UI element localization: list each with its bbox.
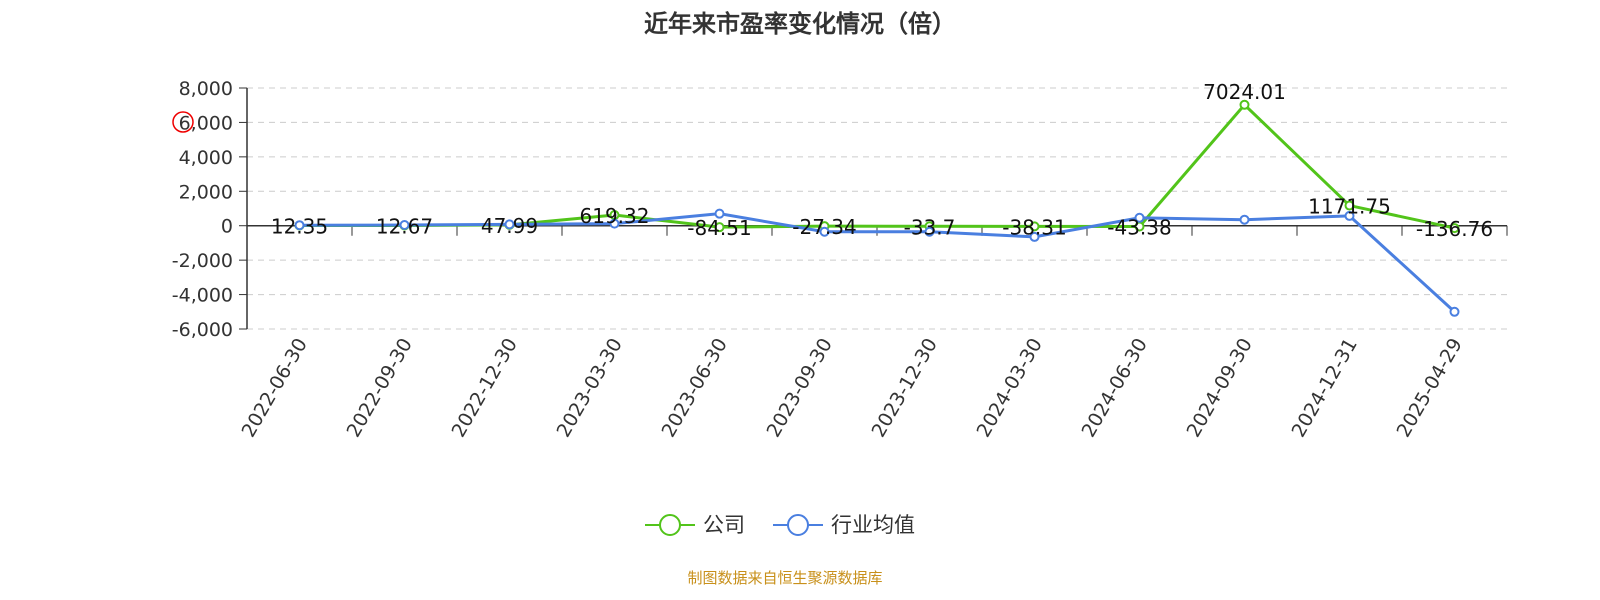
data-label: -33.7 [904,215,956,239]
y-tick-label: 2,000 [179,181,233,203]
stamp-icon [172,111,194,133]
x-tick-label: 2022-06-30 [238,335,312,442]
x-tick-label: 2023-09-30 [763,335,837,442]
source-note: 制图数据来自恒生聚源数据库 [687,569,882,587]
data-label: -84.51 [687,216,751,240]
data-point [1239,214,1250,225]
chart-title: 近年来市盈率变化情况（倍） [644,10,956,38]
y-tick-label: 6,000 [179,112,233,134]
data-label: -27.34 [792,215,856,239]
y-tick-label: -4,000 [172,285,233,307]
data-point [1029,231,1040,242]
data-point [609,218,620,229]
data-point [1449,306,1460,317]
data-label: 12.35 [271,215,328,239]
x-tick-label: 2024-03-30 [973,335,1047,442]
data-point [399,220,410,231]
data-point [1134,212,1145,223]
data-point [504,219,515,230]
data-point [924,226,935,237]
data-label: -43.38 [1107,215,1171,239]
data-point [294,220,305,231]
x-tick-label: 2024-06-30 [1078,335,1152,442]
y-tick-label: -2,000 [172,250,233,272]
x-tick-label: 2023-03-30 [553,335,627,442]
legend-item-industry[interactable]: 行业均值 [773,513,915,537]
data-label: -38.31 [1002,215,1066,239]
legend: 公司 行业均值 [645,513,915,537]
y-tick-label: 8,000 [179,78,233,100]
y-tick-label: 0 [221,216,233,238]
data-label: 12.67 [376,214,433,238]
data-point [1344,200,1355,211]
data-label: 7024.01 [1203,80,1286,104]
x-tick-label: 2023-12-30 [868,335,942,442]
x-tick-label: 2023-06-30 [658,335,732,442]
data-label: -136.76 [1416,217,1493,241]
legend-marker-icon [659,514,681,536]
x-tick-label: 2024-12-31 [1288,335,1362,442]
y-tick-label: -6,000 [172,319,233,341]
x-tick-label: 2024-09-30 [1183,335,1257,442]
data-point [819,226,830,237]
data-label: 1171.75 [1308,195,1391,219]
data-point [714,222,725,233]
data-label: 47.99 [481,214,538,238]
data-point [714,208,725,219]
y-tick-label: 4,000 [179,147,233,169]
x-tick-label: 2022-09-30 [343,335,417,442]
legend-label: 行业均值 [831,513,915,537]
data-point [1239,99,1250,110]
data-label: 619.32 [580,204,650,228]
series-line-1 [299,212,1456,313]
legend-marker-icon [787,514,809,536]
data-point [1344,210,1355,221]
data-point [1449,223,1460,234]
data-point [1029,221,1040,232]
x-tick-label: 2022-12-30 [448,335,522,442]
x-tick-label: 2025-04-29 [1393,335,1467,442]
series-line-0 [299,102,1455,230]
legend-item-company[interactable]: 公司 [645,513,745,537]
legend-label: 公司 [703,513,745,537]
